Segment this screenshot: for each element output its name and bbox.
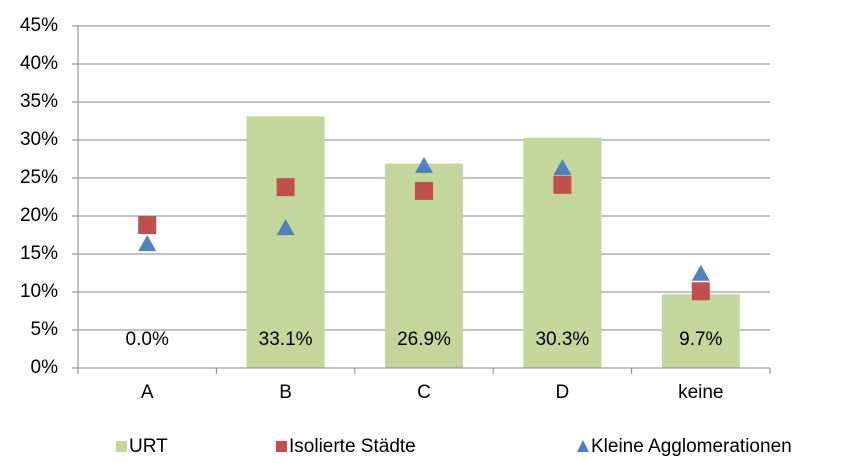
y-tick-label: 5% bbox=[31, 319, 59, 340]
value-label: 33.1% bbox=[259, 329, 313, 350]
value-label: 0.0% bbox=[126, 329, 169, 350]
square-marker bbox=[415, 181, 433, 200]
y-tick-label: 45% bbox=[20, 15, 58, 36]
value-label: 30.3% bbox=[535, 329, 589, 350]
y-tick-label: 15% bbox=[20, 243, 58, 264]
value-label: 9.7% bbox=[679, 329, 722, 350]
x-tick-label: keine bbox=[678, 382, 723, 403]
y-tick-label: 25% bbox=[20, 167, 58, 188]
square-marker bbox=[138, 216, 157, 235]
legend-label: Kleine Agglomerationen bbox=[591, 436, 792, 457]
value-label: 26.9% bbox=[397, 329, 451, 350]
y-tick-label: 30% bbox=[20, 129, 58, 150]
x-tick-label: D bbox=[556, 382, 570, 403]
x-tick-label: B bbox=[279, 382, 292, 403]
y-tick-label: 20% bbox=[20, 205, 58, 226]
legend-marker bbox=[276, 441, 287, 452]
x-tick-label: C bbox=[417, 382, 431, 403]
square-marker bbox=[691, 282, 710, 301]
triangle-marker bbox=[691, 264, 710, 281]
legend-label: Isolierte Städte bbox=[289, 436, 416, 457]
square-marker bbox=[276, 178, 295, 197]
x-tick-label: A bbox=[141, 382, 154, 403]
y-tick-label: 10% bbox=[20, 281, 58, 302]
bar bbox=[661, 294, 740, 368]
legend-marker bbox=[577, 440, 589, 452]
bar bbox=[246, 116, 325, 368]
triangle-marker bbox=[415, 156, 433, 173]
triangle-marker bbox=[138, 235, 157, 252]
y-tick-label: 40% bbox=[20, 53, 58, 74]
square-marker bbox=[553, 175, 572, 194]
legend-marker bbox=[116, 441, 127, 452]
legend-label: URT bbox=[129, 436, 168, 457]
triangle-marker bbox=[553, 159, 572, 176]
y-tick-label: 35% bbox=[20, 91, 58, 112]
y-tick-label: 0% bbox=[31, 357, 59, 378]
triangle-marker bbox=[276, 219, 295, 236]
